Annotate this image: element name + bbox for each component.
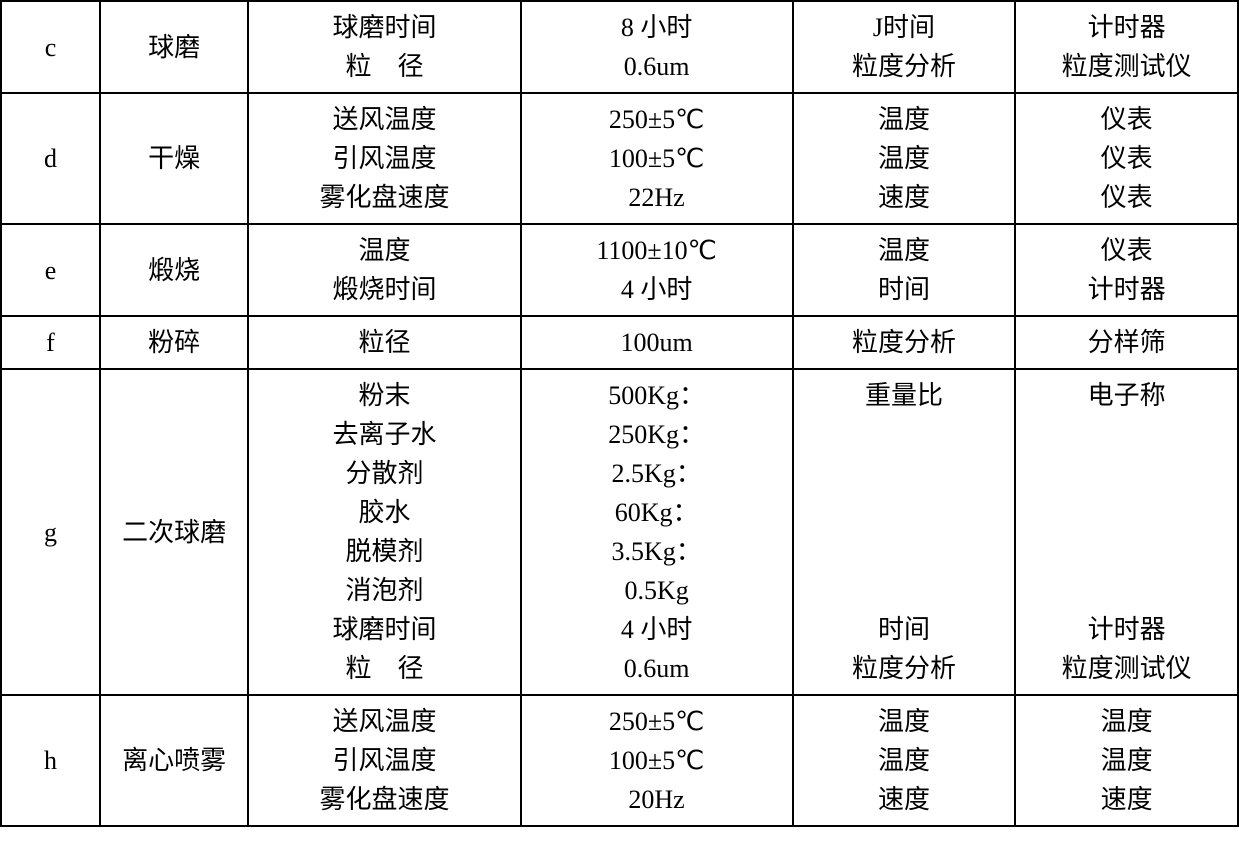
row-instrument: 计时器 粒度测试仪 xyxy=(1015,1,1238,93)
row-params: 球磨时间 粒 径 xyxy=(248,1,520,93)
row-values: 500Kg： 250Kg： 2.5Kg： 60Kg： 3.5Kg： 0.5Kg … xyxy=(521,369,793,695)
row-measure: 温度 温度 速度 xyxy=(793,695,1016,826)
row-measure: 重量比 时间 粒度分析 xyxy=(793,369,1016,695)
row-instrument: 温度 温度 速度 xyxy=(1015,695,1238,826)
row-values: 100um xyxy=(521,316,793,369)
row-values: 8 小时 0.6um xyxy=(521,1,793,93)
row-name: 干燥 xyxy=(100,93,248,224)
process-table: c 球磨 球磨时间 粒 径 8 小时 0.6um J时间 粒度分析 计时器 粒度… xyxy=(0,0,1239,827)
row-measure: J时间 粒度分析 xyxy=(793,1,1016,93)
row-params: 粉末 去离子水 分散剂 胶水 脱模剂 消泡剂 球磨时间 粒 径 xyxy=(248,369,520,695)
row-id: d xyxy=(1,93,100,224)
row-name: 煅烧 xyxy=(100,224,248,316)
row-name: 球磨 xyxy=(100,1,248,93)
row-instrument: 电子称 计时器 粒度测试仪 xyxy=(1015,369,1238,695)
table-row: g 二次球磨 粉末 去离子水 分散剂 胶水 脱模剂 消泡剂 球磨时间 粒 径 5… xyxy=(1,369,1238,695)
table-body: c 球磨 球磨时间 粒 径 8 小时 0.6um J时间 粒度分析 计时器 粒度… xyxy=(1,1,1238,826)
row-params: 温度 煅烧时间 xyxy=(248,224,520,316)
row-id: f xyxy=(1,316,100,369)
row-name: 二次球磨 xyxy=(100,369,248,695)
row-measure: 温度 温度 速度 xyxy=(793,93,1016,224)
row-params: 送风温度 引风温度 雾化盘速度 xyxy=(248,93,520,224)
row-name: 粉碎 xyxy=(100,316,248,369)
row-values: 1100±10℃ 4 小时 xyxy=(521,224,793,316)
row-values: 250±5℃ 100±5℃ 22Hz xyxy=(521,93,793,224)
row-instrument: 分样筛 xyxy=(1015,316,1238,369)
row-id: c xyxy=(1,1,100,93)
row-params: 粒径 xyxy=(248,316,520,369)
row-id: g xyxy=(1,369,100,695)
table-row: h 离心喷雾 送风温度 引风温度 雾化盘速度 250±5℃ 100±5℃ 20H… xyxy=(1,695,1238,826)
row-values: 250±5℃ 100±5℃ 20Hz xyxy=(521,695,793,826)
table-row: c 球磨 球磨时间 粒 径 8 小时 0.6um J时间 粒度分析 计时器 粒度… xyxy=(1,1,1238,93)
row-id: h xyxy=(1,695,100,826)
table-row: e 煅烧 温度 煅烧时间 1100±10℃ 4 小时 温度 时间 仪表 计时器 xyxy=(1,224,1238,316)
row-instrument: 仪表 计时器 xyxy=(1015,224,1238,316)
row-params: 送风温度 引风温度 雾化盘速度 xyxy=(248,695,520,826)
row-measure: 温度 时间 xyxy=(793,224,1016,316)
row-instrument: 仪表 仪表 仪表 xyxy=(1015,93,1238,224)
row-name: 离心喷雾 xyxy=(100,695,248,826)
table-row: d 干燥 送风温度 引风温度 雾化盘速度 250±5℃ 100±5℃ 22Hz … xyxy=(1,93,1238,224)
table-row: f 粉碎 粒径 100um 粒度分析 分样筛 xyxy=(1,316,1238,369)
row-measure: 粒度分析 xyxy=(793,316,1016,369)
row-id: e xyxy=(1,224,100,316)
